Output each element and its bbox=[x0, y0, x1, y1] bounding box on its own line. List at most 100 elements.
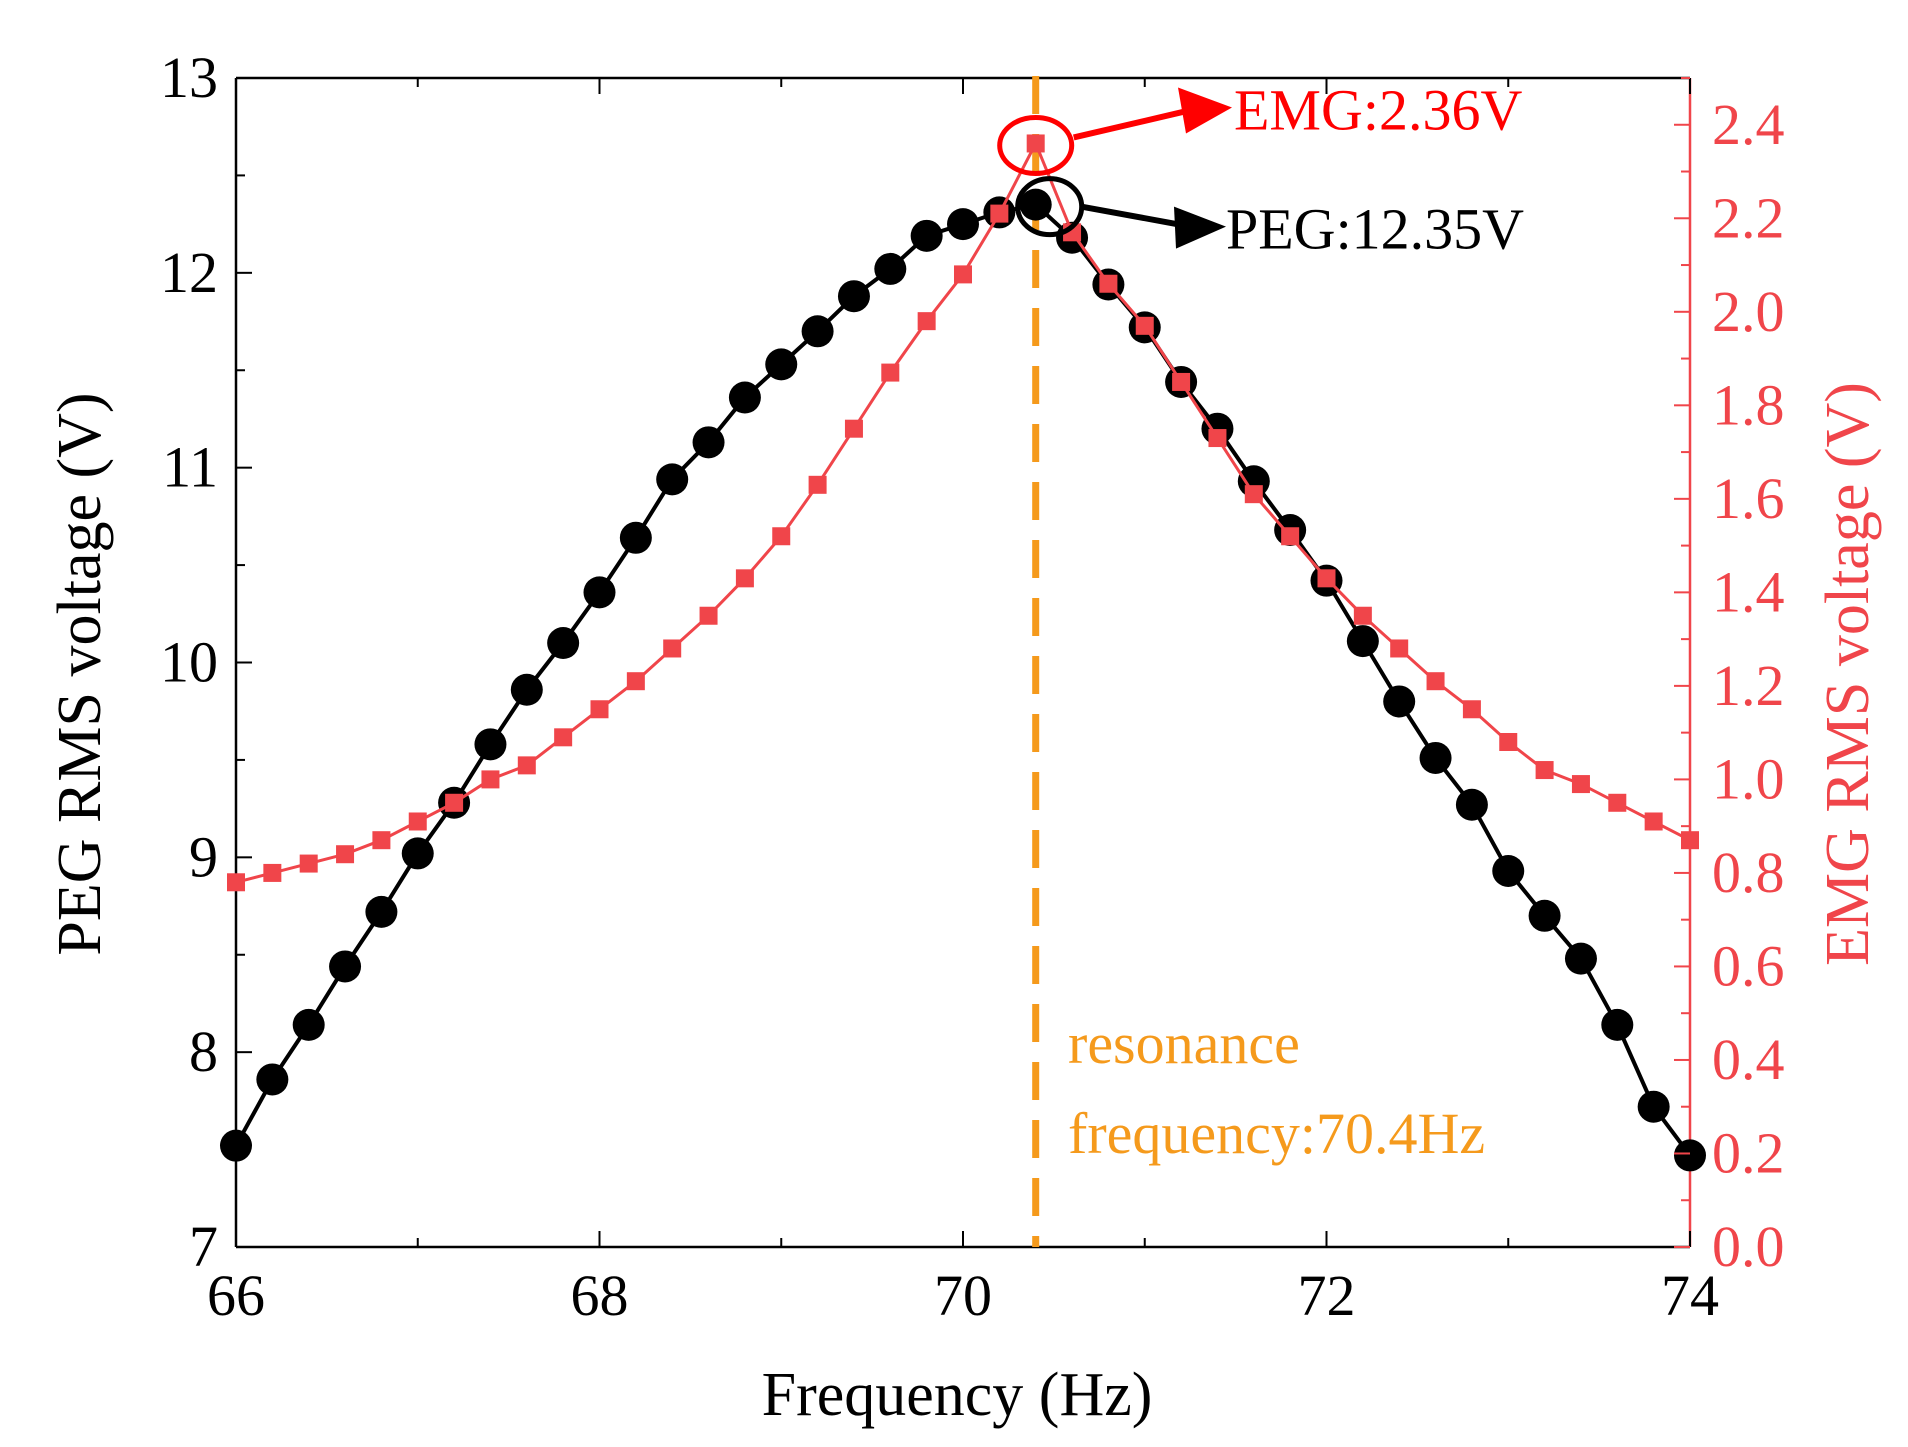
resonance-label-line1: resonance bbox=[1068, 1011, 1300, 1076]
y-left-tick-label: 13 bbox=[160, 45, 218, 110]
peg-data-point bbox=[292, 1008, 325, 1041]
emg-data-point bbox=[1208, 429, 1227, 448]
emg-data-point bbox=[1099, 274, 1118, 293]
annotation-group: EMG:2.36V PEG:12.35V bbox=[997, 77, 1524, 262]
y-right-tick-label: 1.0 bbox=[1712, 746, 1785, 811]
emg-data-point bbox=[954, 265, 972, 284]
emg-data-point bbox=[517, 756, 536, 775]
peg-series-line bbox=[234, 202, 1692, 1157]
peg-data-point bbox=[1346, 625, 1379, 658]
emg-data-point bbox=[1390, 639, 1409, 658]
emg-data-point bbox=[917, 312, 936, 331]
peg-data-point bbox=[1601, 1008, 1634, 1041]
emg-data-point bbox=[299, 854, 318, 873]
emg-data-point bbox=[1644, 812, 1663, 831]
emg-annotation-label: EMG:2.36V bbox=[1234, 77, 1523, 142]
peg-data-point bbox=[329, 950, 362, 983]
emg-data-point bbox=[772, 527, 791, 546]
peg-data-point bbox=[728, 381, 761, 414]
emg-data-point bbox=[1462, 700, 1481, 719]
ticks-group: 66 68 70 72 74 7 8 9 10 11 12 13 0.0 0.2 0.4 0.6 0.8 1.0 1… bbox=[160, 45, 1785, 1328]
peg-annotation-arrowhead bbox=[1174, 206, 1226, 249]
peg-data-point bbox=[401, 837, 434, 870]
x-tick-label: 68 bbox=[571, 1263, 629, 1328]
peg-data-point bbox=[1674, 1139, 1706, 1172]
peg-data-point bbox=[510, 673, 543, 706]
emg-data-point bbox=[481, 770, 500, 789]
peg-data-point bbox=[874, 252, 907, 285]
emg-data-point bbox=[626, 672, 645, 691]
y-right-axis-title: EMG RMS voltage (V) bbox=[1814, 382, 1882, 966]
peg-data-point bbox=[365, 895, 398, 928]
peg-data-point bbox=[1492, 854, 1525, 887]
y-left-tick-label: 7 bbox=[189, 1214, 218, 1279]
y-left-axis-title: PEG RMS voltage (V) bbox=[46, 392, 114, 955]
emg-data-point bbox=[336, 845, 355, 864]
y-right-tick-label: 0.6 bbox=[1712, 933, 1785, 998]
peg-data-point bbox=[947, 208, 979, 241]
emg-data-point bbox=[1135, 316, 1154, 335]
emg-data-point bbox=[1353, 606, 1372, 625]
peg-data-point bbox=[474, 728, 507, 761]
peg-annotation-arrow-shaft bbox=[1081, 203, 1181, 228]
y-left-tick-label: 9 bbox=[189, 824, 218, 889]
peg-data-point bbox=[1455, 788, 1488, 821]
emg-data-point bbox=[445, 793, 464, 812]
peg-data-point bbox=[1564, 942, 1597, 975]
peg-data-point bbox=[583, 576, 616, 609]
emg-data-point bbox=[1499, 732, 1518, 751]
peg-data-point bbox=[1383, 685, 1416, 718]
emg-data-point bbox=[844, 419, 863, 438]
emg-data-point bbox=[735, 569, 754, 588]
y-right-tick-label: 1.8 bbox=[1712, 372, 1785, 437]
peg-data-point bbox=[256, 1063, 289, 1096]
resonance-label-line2: frequency:70.4Hz bbox=[1068, 1101, 1485, 1166]
peg-data-point bbox=[692, 426, 725, 459]
emg-data-point bbox=[554, 728, 573, 747]
emg-data-point bbox=[263, 863, 282, 882]
y-right-tick-label: 1.4 bbox=[1712, 559, 1785, 624]
peg-annotation-label: PEG:12.35V bbox=[1226, 197, 1524, 262]
peg-data-point bbox=[910, 219, 943, 252]
emg-data-point bbox=[808, 475, 827, 494]
peg-data-point bbox=[1528, 899, 1561, 932]
emg-data-point bbox=[990, 204, 1009, 223]
emg-data-point bbox=[227, 873, 245, 892]
emg-data-point bbox=[1281, 527, 1300, 546]
y-right-tick-label: 2.0 bbox=[1712, 279, 1785, 344]
peg-data-point bbox=[1019, 188, 1052, 221]
y-right-tick-label: 0.4 bbox=[1712, 1027, 1785, 1092]
x-tick-label: 70 bbox=[934, 1263, 992, 1328]
emg-data-point bbox=[1026, 134, 1045, 153]
y-right-tick-label: 0.8 bbox=[1712, 840, 1785, 905]
emg-data-point bbox=[663, 639, 682, 658]
y-right-tick-label: 2.4 bbox=[1712, 92, 1785, 157]
emg-data-point bbox=[1172, 372, 1191, 391]
y-left-tick-label: 10 bbox=[160, 630, 218, 695]
emg-data-point bbox=[881, 363, 900, 382]
x-tick-label: 72 bbox=[1298, 1263, 1356, 1328]
peg-data-point bbox=[619, 521, 652, 554]
peg-data-point bbox=[656, 463, 689, 496]
peg-data-point bbox=[1637, 1090, 1670, 1123]
emg-data-point bbox=[1317, 569, 1336, 588]
emg-data-point bbox=[1608, 793, 1627, 812]
emg-data-point bbox=[1681, 831, 1699, 850]
peg-data-point bbox=[547, 627, 580, 660]
y-right-tick-label: 1.6 bbox=[1712, 466, 1785, 531]
peg-data-point bbox=[801, 315, 834, 348]
peg-data-point bbox=[765, 348, 798, 381]
emg-peak-highlight-circle bbox=[997, 114, 1075, 176]
emg-annotation-arrow-shaft bbox=[1073, 108, 1186, 141]
y-left-tick-label: 12 bbox=[160, 240, 218, 305]
x-tick-label: 74 bbox=[1661, 1263, 1719, 1328]
peg-data-point bbox=[220, 1129, 252, 1162]
series-group bbox=[220, 134, 1706, 1172]
peg-data-point bbox=[1419, 741, 1452, 774]
y-left-tick-label: 8 bbox=[189, 1019, 218, 1084]
emg-data-point bbox=[590, 700, 609, 719]
emg-data-point bbox=[408, 812, 427, 831]
emg-data-point bbox=[1535, 761, 1554, 780]
y-right-tick-label: 1.2 bbox=[1712, 653, 1785, 718]
